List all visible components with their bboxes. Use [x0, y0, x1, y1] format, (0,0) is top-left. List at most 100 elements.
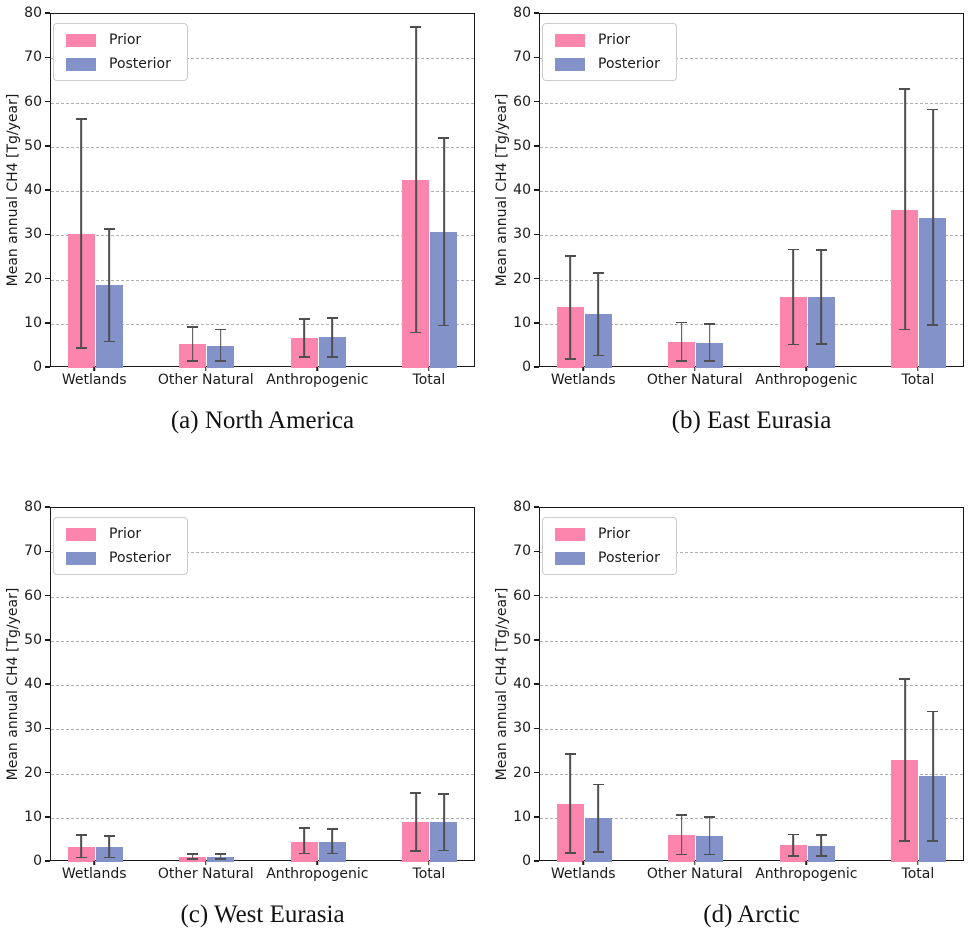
x-tick-label-other-natural: Other Natural	[157, 372, 254, 388]
y-tick-mark	[45, 322, 50, 324]
prior-swatch	[555, 527, 585, 541]
error-bar-prior-wetlands	[564, 255, 576, 360]
y-tick-label: 30	[513, 720, 531, 737]
gridline-40	[540, 191, 963, 192]
error-cap-bottom	[298, 852, 310, 855]
gridline-10	[51, 323, 474, 325]
x-tick-label-total: Total	[412, 866, 446, 882]
y-tick-mark	[45, 189, 50, 191]
y-tick-mark	[534, 189, 539, 191]
error-cap-bottom	[215, 858, 227, 861]
error-cap-bottom	[815, 342, 827, 345]
y-tick-label: 70	[513, 543, 531, 560]
posterior-label: Posterior	[109, 56, 171, 72]
gridline-50	[540, 146, 963, 148]
prior-label: Prior	[598, 526, 631, 542]
error-cap-bottom	[704, 853, 716, 856]
legend-item-posterior: Posterior	[555, 56, 660, 72]
error-line	[303, 317, 306, 359]
x-tick-mark	[428, 861, 430, 865]
error-cap-bottom	[410, 850, 422, 852]
y-tick-label: 10	[24, 314, 42, 331]
error-cap-bottom	[704, 359, 716, 362]
error-cap-bottom	[787, 854, 799, 857]
x-tick-label-anthropogenic: Anthropogenic	[266, 866, 369, 882]
y-tick-mark	[45, 550, 50, 552]
x-tick-label-total: Total	[901, 866, 935, 882]
prior-swatch	[555, 33, 585, 47]
gridline-30	[540, 729, 963, 731]
error-bar-posterior-other-natural	[704, 323, 716, 362]
error-bar-prior-other-natural	[676, 321, 688, 362]
error-cap-bottom	[592, 354, 604, 357]
error-cap-bottom	[592, 851, 604, 854]
error-cap-bottom	[564, 357, 576, 360]
error-line	[680, 813, 683, 856]
error-bar-posterior-other-natural	[215, 328, 227, 363]
error-cap-bottom	[298, 356, 310, 359]
error-cap-bottom	[410, 331, 422, 334]
y-tick-mark	[534, 277, 539, 280]
posterior-swatch	[66, 57, 96, 71]
x-tick-mark	[805, 861, 808, 865]
y-tick-mark	[534, 860, 539, 862]
y-tick-mark	[534, 366, 539, 368]
x-tick-label-anthropogenic: Anthropogenic	[266, 372, 369, 388]
gridline-20	[540, 279, 963, 281]
prior-label: Prior	[109, 32, 142, 48]
error-bar-prior-total	[410, 792, 422, 852]
x-tick-mark	[917, 367, 919, 371]
error-cap-bottom	[927, 324, 939, 326]
x-tick-label-other-natural: Other Natural	[646, 866, 743, 882]
error-cap-bottom	[438, 324, 450, 327]
y-tick-label: 20	[24, 270, 42, 287]
y-tick-label: 10	[513, 314, 531, 331]
error-line	[820, 834, 823, 857]
x-tick-mark	[428, 367, 430, 371]
y-tick-mark	[45, 771, 50, 774]
gridline-60	[51, 102, 474, 104]
error-cap-bottom	[215, 360, 227, 363]
legend-item-prior: Prior	[555, 526, 660, 542]
legend-item-prior: Prior	[66, 32, 171, 48]
y-tick-label: 40	[513, 676, 531, 692]
y-tick-mark	[534, 56, 539, 58]
error-line	[108, 227, 111, 343]
error-bar-posterior-wetlands	[592, 272, 604, 357]
error-bar-prior-anthropogenic	[298, 317, 310, 359]
legend: Prior Posterior	[53, 23, 188, 81]
gridline-30	[540, 235, 963, 237]
gridline-10	[51, 817, 474, 819]
gridline-50	[51, 640, 474, 642]
y-tick-mark	[45, 233, 50, 235]
y-tick-label: 20	[513, 270, 531, 287]
y-tick-mark	[534, 771, 539, 774]
error-bar-prior-total	[410, 25, 422, 334]
y-axis: 0 10 20 30 40 50 60 70 80	[0, 6, 42, 374]
error-bar-prior-wetlands	[75, 118, 87, 349]
x-tick-mark	[93, 861, 95, 865]
y-tick-mark	[534, 506, 539, 508]
y-tick-label: 40	[24, 676, 42, 692]
y-tick-label: 10	[513, 808, 531, 825]
error-line	[108, 835, 111, 859]
error-bar-posterior-anthropogenic	[326, 317, 338, 358]
error-cap-bottom	[326, 852, 338, 855]
error-line	[932, 108, 934, 326]
gridline-40	[51, 685, 474, 686]
gridline-20	[51, 279, 474, 281]
error-bar-posterior-total	[927, 710, 939, 842]
error-line	[932, 710, 934, 842]
y-tick-mark	[45, 816, 50, 818]
error-bar-posterior-wetlands	[103, 227, 115, 343]
x-tick-label-wetlands: Wetlands	[550, 372, 616, 388]
x-tick-label-other-natural: Other Natural	[646, 372, 743, 388]
y-tick-mark	[45, 100, 50, 103]
error-cap-bottom	[787, 343, 799, 346]
subplot-arctic: Mean annual CH4 [Tg/year] 0 10 20 30 40 50 60 7…	[489, 497, 978, 952]
y-tick-mark	[534, 100, 539, 103]
error-line	[331, 317, 334, 358]
y-axis: 0 10 20 30 40 50 60 70 80	[0, 500, 42, 868]
posterior-label: Posterior	[598, 550, 660, 566]
y-tick-mark	[534, 727, 539, 729]
